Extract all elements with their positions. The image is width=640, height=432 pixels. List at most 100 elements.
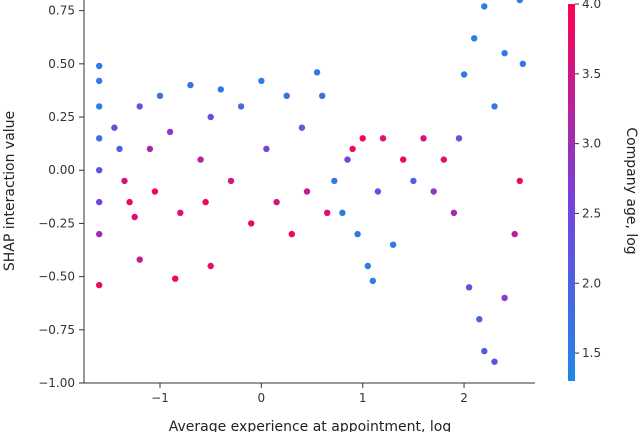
scatter-point [400, 156, 407, 163]
colorbar-tick-label: 2.5 [582, 206, 601, 220]
scatter-point [116, 145, 123, 153]
x-tick-label: 1 [359, 391, 367, 405]
scatter-point [344, 156, 351, 163]
colorbar-tick-label: 3.0 [582, 137, 601, 151]
scatter-point [283, 92, 290, 100]
x-tick-label: 0 [258, 391, 266, 405]
scatter-point [298, 124, 306, 131]
scatter-point [481, 347, 488, 355]
scatter-point [202, 198, 209, 206]
scatter-point [96, 77, 103, 85]
scatter-point [450, 209, 458, 216]
scatter-point [303, 188, 311, 195]
scatter-point [501, 50, 508, 57]
scatter-point [331, 177, 338, 185]
scatter-point [177, 209, 184, 216]
scatter-point [197, 156, 204, 163]
x-tick-label: −1 [151, 391, 169, 405]
scatter-point [339, 209, 346, 216]
y-tick-label: −0.25 [38, 216, 75, 230]
scatter-point [420, 135, 427, 142]
scatter-point [96, 167, 103, 174]
x-axis-label: Average experience at appointment, log [169, 419, 452, 432]
scatter-point [354, 230, 361, 238]
scatter-point [319, 92, 326, 100]
scatter-point [491, 103, 498, 110]
scatter-point [516, 177, 523, 185]
y-axis-ticks: 0.75 0.50 0.25 0.00 −0.25 −0.50 −0.75 −1.00 [38, 4, 84, 390]
scatter-point [440, 156, 447, 163]
scatter-point [96, 230, 103, 238]
colorbar-ticks: 4.0 3.5 3.0 2.5 2.0 1.5 [575, 0, 601, 360]
scatter-point [273, 198, 280, 206]
scatter-point [324, 209, 331, 216]
scatter-point [96, 198, 103, 206]
y-axis-label: SHAP interaction value [2, 111, 18, 271]
scatter-point [491, 358, 498, 365]
y-tick-label: 0.00 [48, 163, 75, 177]
scatter-point [460, 71, 468, 78]
scatter-point [131, 213, 138, 221]
y-tick-label: −0.75 [38, 323, 75, 337]
scatter-point [207, 113, 214, 121]
scatter-point [349, 145, 356, 153]
scatter-point [288, 230, 295, 238]
scatter-point [374, 188, 382, 195]
scatter-point [511, 230, 518, 238]
scatter-point [359, 135, 366, 142]
scatter-point [136, 103, 143, 110]
scatter-point [111, 124, 118, 131]
scatter-point [172, 275, 179, 282]
colorbar-tick-label: 2.0 [582, 276, 601, 290]
scatter-point [166, 128, 174, 136]
scatter-point [217, 86, 224, 93]
colorbar-label: Company age, log [623, 127, 639, 254]
scatter-point [207, 262, 214, 270]
scatter-point [136, 256, 143, 263]
y-tick-label: 0.25 [48, 110, 75, 124]
scatter-point [410, 177, 417, 185]
colorbar-tick-label: 3.5 [582, 67, 601, 81]
scatter-point [481, 3, 488, 10]
scatter-point [465, 284, 473, 291]
scatter-point [516, 0, 523, 4]
scatter-point [430, 188, 437, 195]
scatter-point [471, 35, 478, 42]
x-tick-label: 2 [460, 391, 468, 405]
scatter-point [369, 277, 376, 285]
colorbar-tick-label: 4.0 [582, 0, 601, 11]
colorbar-gradient [568, 4, 575, 381]
scatter-point [455, 135, 463, 142]
scatter-point [379, 135, 387, 142]
x-axis-ticks: −1 0 1 2 [151, 383, 468, 405]
y-tick-label: −0.50 [38, 270, 75, 284]
scatter-point [96, 62, 103, 70]
scatter-point [258, 77, 265, 85]
scatter-point [263, 145, 270, 153]
scatter-points [96, 0, 526, 365]
scatter-point [313, 69, 321, 76]
colorbar-tick-label: 1.5 [582, 346, 601, 360]
scatter-point [156, 92, 164, 100]
scatter-point [364, 262, 371, 270]
scatter-point [96, 281, 103, 289]
scatter-point [389, 241, 397, 248]
scatter-point [237, 103, 245, 110]
y-tick-label: −1.00 [38, 376, 75, 390]
y-tick-label: 0.75 [48, 4, 75, 18]
scatter-point [96, 135, 103, 142]
scatter-point [146, 145, 154, 153]
scatter-point [227, 177, 235, 185]
scatter-point [187, 81, 194, 89]
scatter-point [96, 103, 103, 110]
scatter-point [476, 316, 483, 323]
scatter-point [248, 220, 255, 227]
scatter-point [501, 294, 508, 302]
scatter-point [151, 188, 159, 195]
colorbar: 4.0 3.5 3.0 2.5 2.0 1.5 Company age, log [568, 0, 639, 381]
scatter-point [121, 177, 128, 185]
scatter-point [126, 198, 133, 206]
scatter-point [519, 60, 526, 67]
y-tick-label: 0.50 [48, 57, 75, 71]
